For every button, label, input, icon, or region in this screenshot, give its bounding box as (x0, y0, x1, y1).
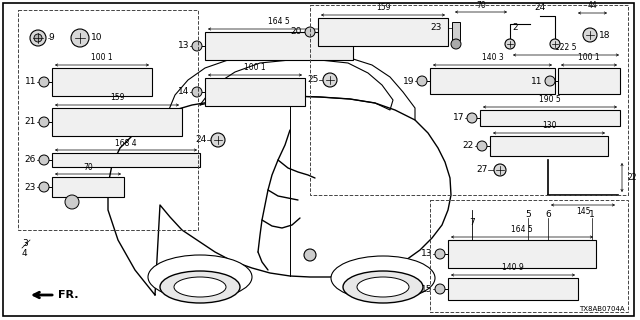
Text: 22: 22 (463, 141, 474, 150)
Text: 100 1: 100 1 (91, 53, 113, 62)
Circle shape (39, 182, 49, 192)
Bar (310, 5, 628, 195)
Circle shape (545, 76, 555, 86)
Circle shape (550, 39, 560, 49)
Text: 18: 18 (599, 30, 611, 39)
Text: 1: 1 (589, 210, 595, 219)
Ellipse shape (357, 277, 409, 297)
Circle shape (211, 133, 225, 147)
Bar (205, 78, 305, 106)
Text: 2: 2 (512, 23, 518, 33)
Bar (205, 32, 353, 60)
Bar (318, 18, 448, 46)
Text: FR.: FR. (58, 290, 79, 300)
Text: 159: 159 (376, 4, 390, 12)
Text: 23: 23 (24, 182, 36, 191)
Text: 145: 145 (576, 207, 590, 217)
Text: 11: 11 (531, 76, 542, 85)
Text: 122 5: 122 5 (556, 44, 577, 52)
Ellipse shape (331, 256, 435, 300)
Text: 10: 10 (91, 34, 102, 43)
Text: 13: 13 (177, 42, 189, 51)
Text: 25: 25 (308, 76, 319, 84)
Text: 70: 70 (83, 163, 93, 172)
Circle shape (505, 39, 515, 49)
Text: 7: 7 (469, 218, 475, 227)
Text: 19: 19 (403, 76, 414, 85)
Text: 130: 130 (541, 122, 556, 131)
Circle shape (39, 155, 49, 165)
Text: 22: 22 (627, 172, 637, 181)
Text: 13: 13 (420, 250, 432, 259)
Text: 164 5: 164 5 (268, 18, 290, 27)
Text: 5: 5 (525, 210, 531, 219)
Circle shape (39, 77, 49, 87)
Text: 168 4: 168 4 (115, 139, 137, 148)
Text: 3: 3 (22, 238, 28, 247)
Text: 190 5: 190 5 (539, 95, 561, 105)
Text: 21: 21 (24, 117, 36, 126)
Bar (430, 68, 555, 94)
Bar (52, 68, 152, 96)
Bar (52, 177, 124, 197)
Circle shape (494, 164, 506, 176)
Text: 140 3: 140 3 (482, 53, 504, 62)
Circle shape (71, 29, 89, 47)
Circle shape (34, 34, 42, 42)
Bar (452, 22, 460, 40)
Text: 17: 17 (452, 114, 464, 123)
Text: 23: 23 (431, 23, 442, 33)
Bar (558, 68, 620, 94)
Bar (52, 108, 182, 136)
Text: 4: 4 (22, 249, 28, 258)
Circle shape (39, 117, 49, 127)
Bar (18, 10, 198, 230)
Circle shape (477, 141, 487, 151)
Circle shape (304, 249, 316, 261)
Circle shape (435, 284, 445, 294)
Text: 15: 15 (420, 284, 432, 293)
Bar (448, 240, 596, 268)
Circle shape (451, 39, 461, 49)
Text: 70: 70 (476, 1, 486, 10)
Text: 44: 44 (588, 2, 597, 11)
Circle shape (435, 249, 445, 259)
Ellipse shape (174, 277, 226, 297)
Text: 6: 6 (545, 210, 551, 219)
Circle shape (192, 41, 202, 51)
Ellipse shape (343, 271, 423, 303)
Ellipse shape (160, 271, 240, 303)
Text: 24: 24 (534, 3, 546, 12)
Text: 140 9: 140 9 (502, 263, 524, 273)
Bar (430, 200, 628, 312)
Text: TX8AB0704A: TX8AB0704A (579, 306, 625, 312)
Text: 26: 26 (24, 156, 36, 164)
Text: 11: 11 (24, 77, 36, 86)
Circle shape (30, 30, 46, 46)
Bar (52, 153, 200, 167)
Text: 164 5: 164 5 (511, 226, 533, 235)
Circle shape (467, 113, 477, 123)
Text: 20: 20 (291, 28, 302, 36)
Bar (490, 136, 608, 156)
Circle shape (305, 27, 315, 37)
Circle shape (323, 73, 337, 87)
Text: 27: 27 (477, 165, 488, 174)
Circle shape (583, 28, 597, 42)
Bar (448, 278, 578, 300)
Circle shape (65, 195, 79, 209)
Text: 24: 24 (196, 135, 207, 145)
Text: 9: 9 (48, 34, 54, 43)
Ellipse shape (148, 255, 252, 299)
Circle shape (417, 76, 427, 86)
Circle shape (192, 87, 202, 97)
Text: 159: 159 (109, 93, 124, 102)
Text: 100 1: 100 1 (578, 53, 600, 62)
Bar (480, 110, 620, 126)
Text: 100 1: 100 1 (244, 63, 266, 73)
Text: 14: 14 (178, 87, 189, 97)
